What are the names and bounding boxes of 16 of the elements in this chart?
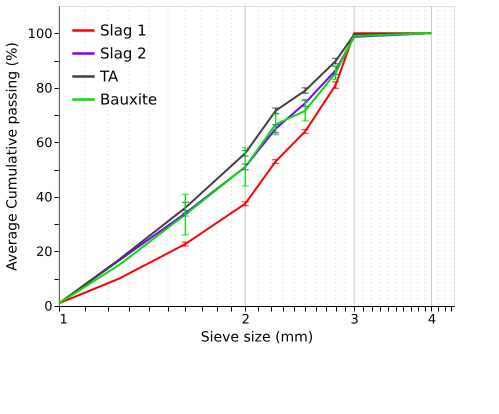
y-tick-label: 60 — [36, 136, 52, 151]
y-tick-label: 80 — [36, 81, 52, 96]
y-tick-label: 40 — [36, 190, 52, 206]
y-tick-label: 100 — [28, 26, 52, 42]
legend-label: Slag 1 — [100, 22, 147, 40]
x-axis-title: Sieve size (mm) — [200, 330, 314, 346]
y-tick-label: 0 — [44, 300, 52, 314]
y-tick-label: 20 — [36, 244, 52, 260]
legend-label: Slag 2 — [100, 44, 147, 62]
legend-label: TA — [99, 68, 119, 86]
x-tick-label: 1 — [60, 312, 68, 328]
x-tick-label: 3 — [350, 312, 359, 328]
y-axis-title: Average Cumulative passing (%) — [4, 42, 21, 271]
x-tick-label: 2 — [242, 312, 250, 328]
legend-label: Bauxite — [100, 90, 158, 108]
x-tick-label: 4 — [428, 312, 436, 328]
